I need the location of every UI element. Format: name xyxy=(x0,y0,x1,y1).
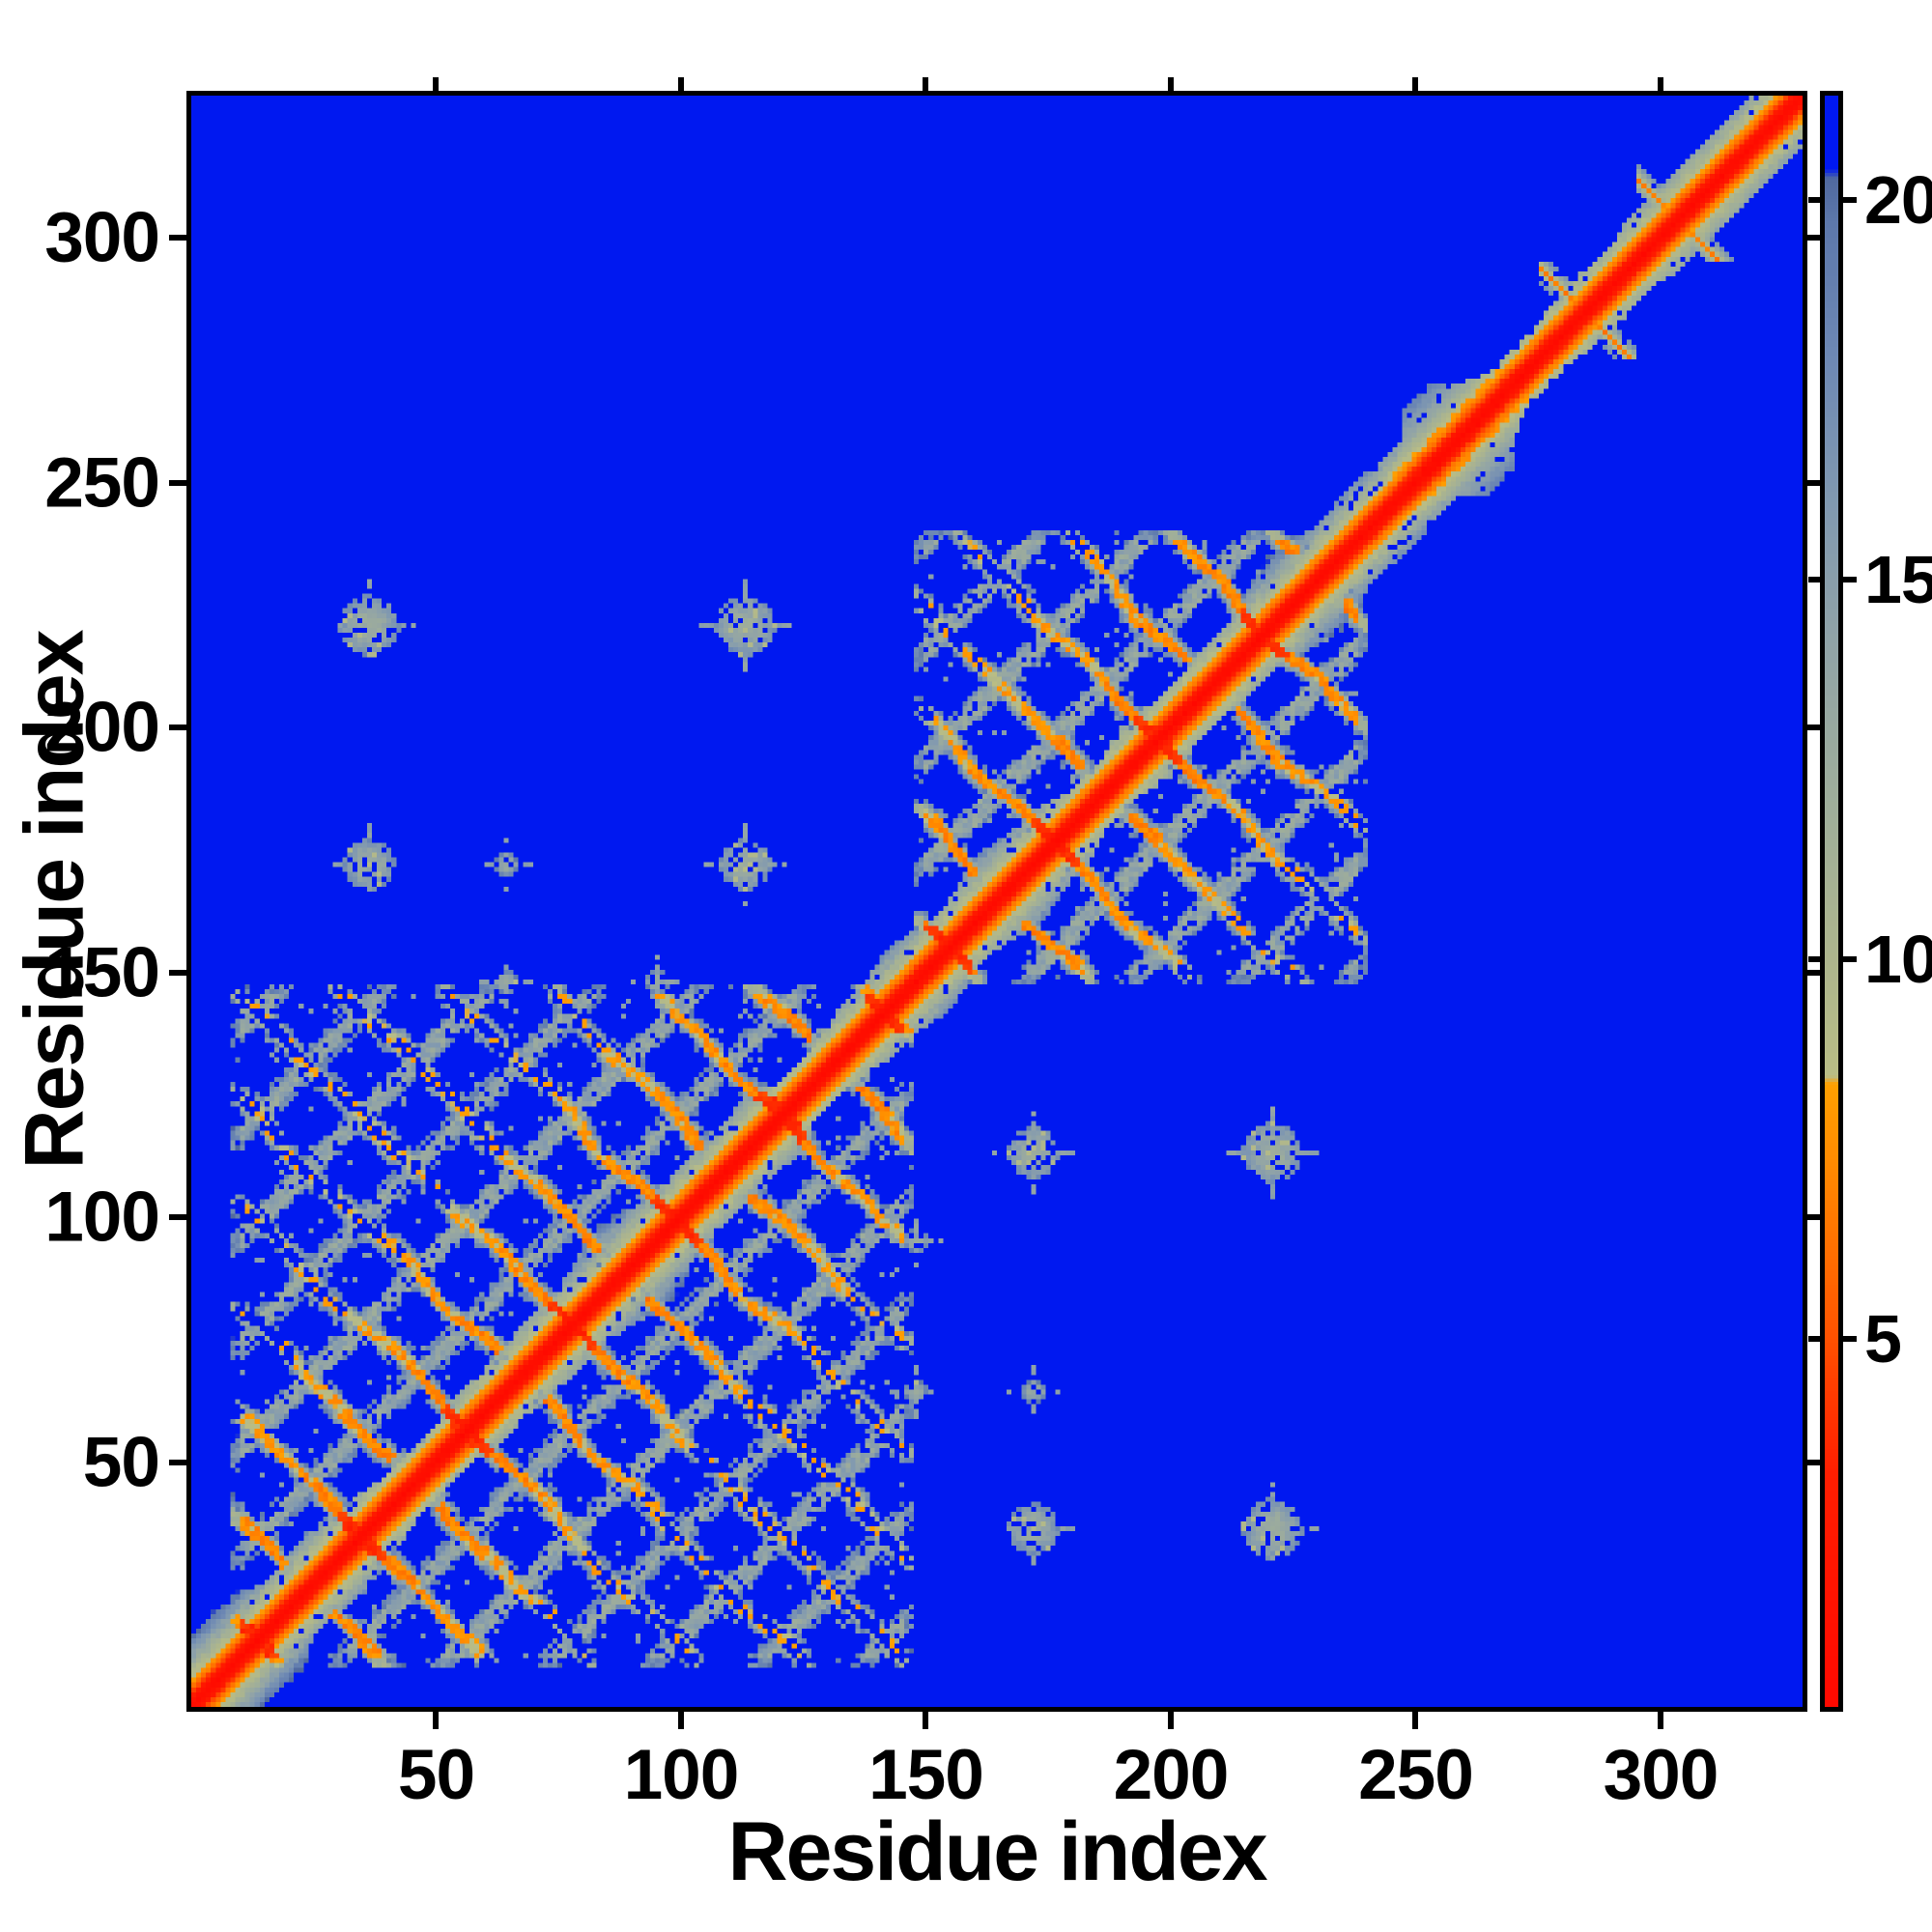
x-tick-label: 250 xyxy=(1358,1736,1474,1814)
y-tick-right xyxy=(1807,479,1821,486)
x-tick xyxy=(1657,1712,1663,1729)
heatmap-plot xyxy=(186,91,1807,1712)
colorbar-tick-label: 10 xyxy=(1864,921,1932,997)
x-tick-top xyxy=(1167,77,1174,91)
y-tick xyxy=(169,1459,186,1465)
colorbar-tick xyxy=(1843,955,1857,962)
y-tick-right xyxy=(1807,1459,1821,1465)
y-tick xyxy=(169,235,186,242)
y-tick-right xyxy=(1807,969,1821,976)
colorbar-canvas xyxy=(1825,96,1838,1707)
x-tick-label: 150 xyxy=(868,1736,984,1814)
colorbar-tick-label: 5 xyxy=(1864,1300,1902,1377)
y-tick xyxy=(169,969,186,976)
x-tick xyxy=(1412,1712,1419,1729)
colorbar-tick-left xyxy=(1808,196,1820,203)
y-tick-label: 300 xyxy=(44,198,160,277)
y-tick xyxy=(169,1214,186,1220)
x-tick-top xyxy=(677,77,684,91)
x-tick-top xyxy=(1412,77,1419,91)
x-tick-label: 300 xyxy=(1603,1736,1719,1814)
x-tick-top xyxy=(923,77,929,91)
y-tick xyxy=(169,479,186,486)
y-tick-label: 100 xyxy=(44,1178,160,1257)
y-tick-label: 250 xyxy=(44,443,160,523)
colorbar-tick xyxy=(1843,196,1857,203)
x-tick xyxy=(1167,1712,1174,1729)
x-tick xyxy=(923,1712,929,1729)
y-tick-label: 200 xyxy=(44,688,160,767)
y-tick-right xyxy=(1807,1214,1821,1220)
y-tick xyxy=(169,724,186,731)
colorbar-tick xyxy=(1843,576,1857,582)
x-tick-top xyxy=(1657,77,1663,91)
x-tick-top xyxy=(433,77,440,91)
x-tick-label: 100 xyxy=(623,1736,740,1814)
x-axis-title: Residue index xyxy=(727,1805,1267,1898)
colorbar-tick-left xyxy=(1808,1335,1820,1342)
colorbar-tick-left xyxy=(1808,576,1820,582)
y-tick-right xyxy=(1807,724,1821,731)
colorbar-tick-label: 20 xyxy=(1864,161,1932,238)
colorbar-tick xyxy=(1843,1335,1857,1342)
x-tick xyxy=(677,1712,684,1729)
x-tick xyxy=(433,1712,440,1729)
y-tick-right xyxy=(1807,235,1821,242)
colorbar-tick-left xyxy=(1808,955,1820,962)
x-tick-label: 50 xyxy=(397,1736,475,1814)
y-tick-label: 150 xyxy=(44,933,160,1011)
colorbar xyxy=(1820,91,1843,1712)
heatmap-canvas xyxy=(191,96,1803,1707)
colorbar-tick-label: 15 xyxy=(1864,541,1932,617)
y-tick-label: 50 xyxy=(82,1423,160,1501)
x-tick-label: 200 xyxy=(1113,1736,1230,1814)
